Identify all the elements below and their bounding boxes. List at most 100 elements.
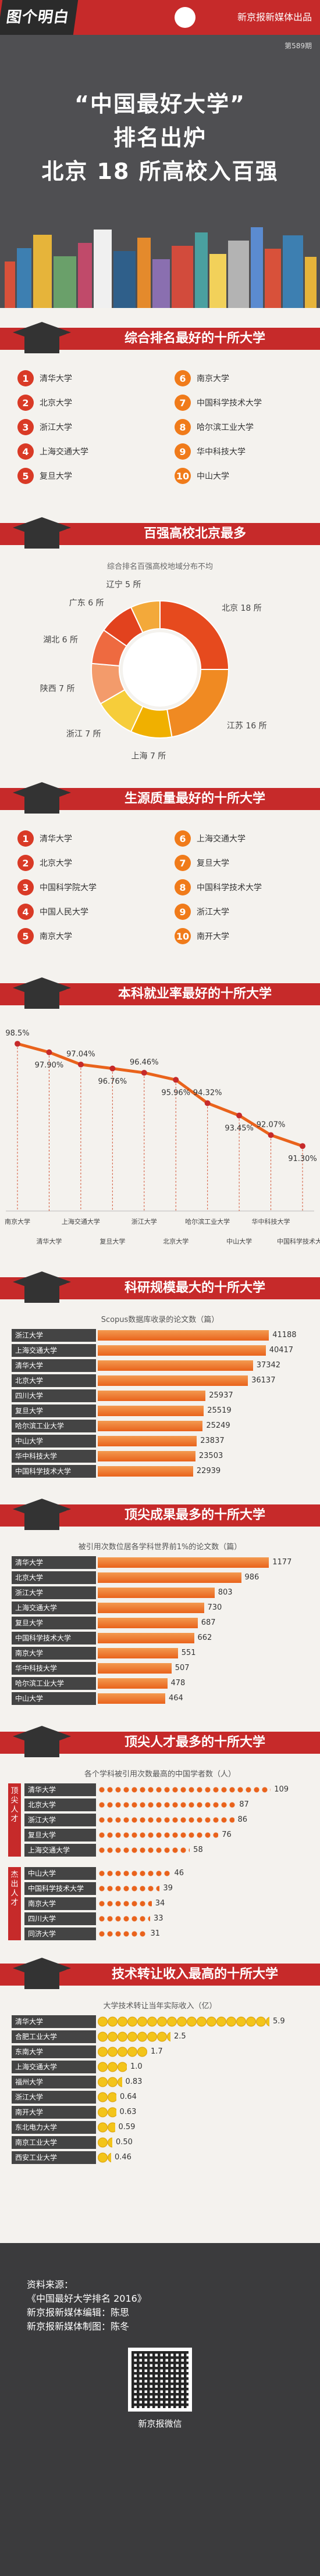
list-item-label: 哈尔滨工业大学: [197, 423, 254, 432]
pie-label: 广东 6 所: [69, 599, 104, 608]
category-label: 四川大学: [24, 1912, 96, 1925]
category-label: 东南大学: [12, 2045, 96, 2058]
data-label: 551: [181, 1649, 196, 1657]
series-line: [17, 1042, 303, 1148]
pie-label: 江苏 16 所: [227, 721, 267, 730]
top10-list: 1 清华大学 2 北京大学 3 中国科学院大学 4 中国人民大学 5 南京大学 6 上海交通大学 7 复旦…: [0, 818, 320, 963]
editor-credit: 新京报新媒体编辑：陈思: [27, 2307, 130, 2318]
graduation-cap-icon: [13, 977, 71, 1009]
book-illustration: [228, 241, 249, 308]
category-label: 福州大学: [12, 2076, 96, 2088]
list-item: 7 复旦大学: [175, 851, 308, 875]
bar: [98, 2107, 116, 2118]
list-item-label: 复旦大学: [40, 472, 72, 481]
data-point: [109, 1065, 116, 1072]
list-item: 10 中山大学: [175, 464, 308, 488]
data-label: 507: [175, 1664, 190, 1672]
data-label: 464: [169, 1694, 183, 1703]
bar: [98, 1815, 234, 1825]
pie-slice: [159, 600, 230, 670]
table-row: 哈尔滨工业大学 478: [0, 1676, 320, 1691]
chart-title: 大学技术转让当年实际收入（亿）: [103, 2002, 217, 2011]
book-illustration: [33, 235, 52, 308]
data-label: 33: [154, 1914, 163, 1923]
table-row: 四川大学 33: [0, 1911, 320, 1926]
source-label: 资料来源：: [27, 2279, 74, 2290]
list-item-label: 中山大学: [197, 472, 229, 481]
section-beijing-most: 百强高校北京最多 综合排名百强高校地域分布不均 北京 18 所江苏 16 所上海…: [0, 509, 320, 768]
bar: [98, 2152, 111, 2163]
data-label: 92.07%: [257, 1120, 286, 1129]
bar: [98, 2137, 112, 2148]
category-label: 浙江大学: [12, 1586, 96, 1599]
top10-list: 1 清华大学 2 北京大学 3 浙江大学 4 上海交通大学 5 复旦大学 6 南京大学 7 中国科学技术大…: [0, 358, 320, 503]
data-point: [236, 1112, 243, 1119]
bar-chart-papers: Scopus数据库收录的论文数（篇） 浙江大学 41188 上海交通大学 40417 清…: [0, 1307, 320, 1485]
data-label: 40417: [269, 1346, 294, 1355]
category-label: 中国科学技术大学: [12, 1632, 96, 1645]
data-label: 803: [218, 1588, 233, 1597]
category-label: 复旦大学: [12, 1617, 96, 1629]
hero-title-line-1: “中国最好大学”: [74, 91, 246, 117]
chart-title: 被引用次数位居各学科世界前1%的论文数（篇）: [78, 1543, 242, 1552]
list-item: 9 华中科技大学: [175, 439, 308, 464]
bar: [98, 2092, 116, 2102]
table-row: 浙江大学 86: [0, 1812, 320, 1828]
data-label: 23837: [200, 1436, 225, 1445]
category-label: 中国科学技术大学: [277, 1237, 320, 1245]
list-item-label: 南开大学: [197, 932, 229, 941]
data-label: 87: [239, 1800, 249, 1809]
line-chart: 98.5% 南京大学 97.90% 清华大学 97.04% 上海交通大学 96.76% 复旦大…: [0, 1013, 320, 1257]
data-label: 31: [150, 1929, 161, 1938]
pie-label: 上海 7 所: [131, 752, 166, 761]
list-item: 1 清华大学: [17, 826, 151, 851]
table-row: 华中科技大学 23503: [0, 1449, 320, 1464]
category-label: 北京大学: [24, 1798, 96, 1811]
bar: [98, 1451, 195, 1461]
list-item: 6 上海交通大学: [175, 826, 308, 851]
data-label: 687: [201, 1618, 216, 1627]
section-banner: 科研规模最大的十所大学: [0, 1263, 320, 1307]
qr-code-icon[interactable]: [128, 2348, 192, 2412]
data-label: 22939: [196, 1467, 221, 1475]
category-label: 清华大学: [24, 1783, 96, 1796]
bar: [98, 2047, 147, 2057]
list-item: 10 南开大学: [175, 924, 308, 948]
qr-label: 新京报微信: [138, 2419, 182, 2429]
publisher-name: 新京报新媒体出品: [237, 12, 312, 23]
list-item: 8 中国科学技术大学: [175, 875, 308, 900]
category-label: 同济大学: [24, 1927, 96, 1940]
category-label: 清华大学: [36, 1237, 62, 1245]
data-label: 34: [155, 1899, 165, 1908]
list-item: 6 南京大学: [175, 366, 308, 390]
list-item-label: 华中科技大学: [197, 447, 246, 457]
bar-chart-tech-transfer: 大学技术转让当年实际收入（亿） 清华大学 5.9 合肥工业大学 2.5 东南大学 1.7 上…: [0, 1994, 320, 2165]
chart-title: Scopus数据库收录的论文数（篇）: [101, 1316, 219, 1324]
graduation-cap-icon: [13, 517, 71, 549]
rank-badge: 2: [17, 855, 34, 871]
chart-title: 综合排名百强高校地域分布不均: [106, 563, 213, 571]
table-row: 合肥工业大学 2.5: [0, 2029, 320, 2044]
list-item: 7 中国科学技术大学: [175, 390, 308, 415]
rank-badge: 10: [175, 468, 191, 484]
section-banner: 顶尖成果最多的十所大学: [0, 1491, 320, 1535]
section-banner: 生源质量最好的十所大学: [0, 774, 320, 818]
bar: [98, 1557, 269, 1568]
section-banner: 技术转让收入最高的十所大学: [0, 1950, 320, 1994]
bar: [98, 1572, 241, 1583]
data-label: 46: [174, 1869, 184, 1878]
data-point: [300, 1143, 305, 1149]
rank-badge: 2: [17, 395, 34, 411]
graduation-cap-icon: [13, 322, 71, 353]
data-label: 93.45%: [225, 1124, 254, 1133]
bar: [98, 1421, 203, 1431]
table-row: 复旦大学 25519: [0, 1403, 320, 1418]
book-illustration: [5, 261, 15, 308]
category-label: 北京大学: [12, 1571, 96, 1584]
category-label: 上海交通大学: [12, 1344, 96, 1357]
data-label: 1.7: [151, 2047, 163, 2056]
table-row: 北京大学 87: [0, 1797, 320, 1812]
section-banner: 顶尖人才最多的十所大学: [0, 1718, 320, 1762]
list-item: 8 哈尔滨工业大学: [175, 415, 308, 439]
section-banner: 综合排名最好的十所大学: [0, 314, 320, 358]
